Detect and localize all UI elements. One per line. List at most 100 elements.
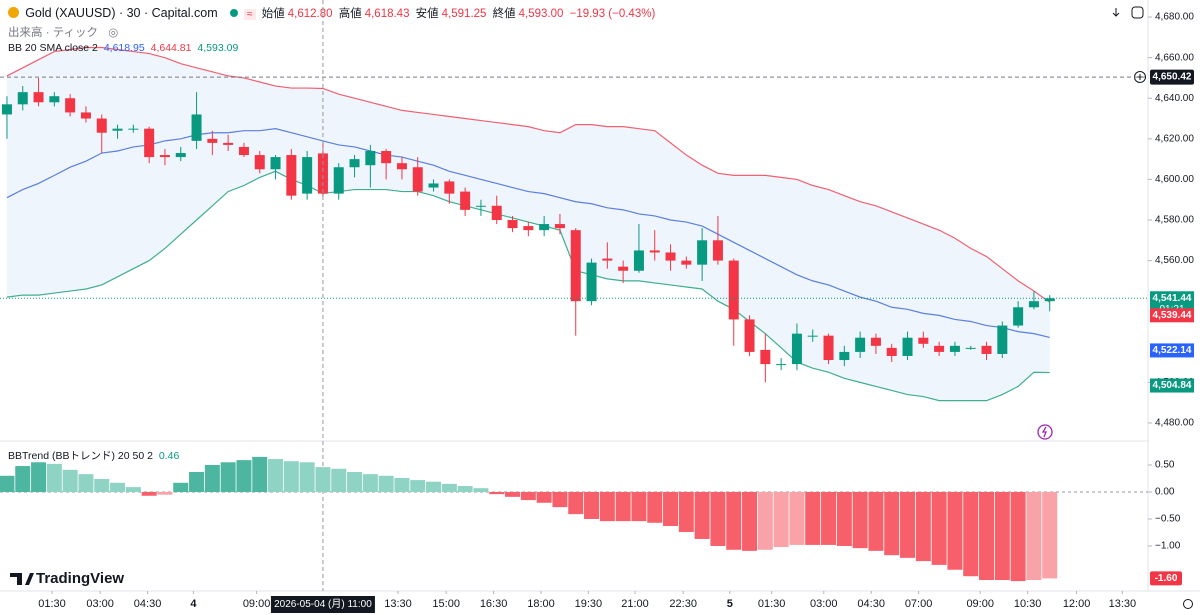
candle-body — [602, 258, 613, 261]
candle-body — [128, 128, 139, 130]
histogram-bar — [189, 471, 205, 492]
x-tick-label: 03:00 — [86, 598, 114, 610]
volume-line: 出来高 · ティック ◎ — [8, 24, 121, 40]
indicator-value: 0.46 — [158, 450, 180, 462]
histogram-bar — [204, 464, 220, 492]
candle-body — [1013, 307, 1024, 326]
x-tick-label: 04:30 — [857, 598, 885, 610]
histogram-bar — [505, 491, 521, 497]
histogram-bar — [931, 491, 947, 565]
open-label: 始値 — [261, 8, 285, 20]
y-tick-label: 4,620.00 — [1155, 133, 1194, 144]
histogram-bar — [473, 488, 489, 492]
candle-body — [460, 191, 471, 210]
candle-body — [934, 345, 945, 352]
settings-icon[interactable] — [1131, 6, 1144, 19]
y-tick-label: 4,660.00 — [1155, 52, 1194, 63]
down-arrow-icon[interactable] — [1112, 8, 1120, 17]
volume-label[interactable]: 出来高 · ティック — [8, 27, 99, 39]
histogram-bar — [252, 456, 268, 492]
histogram-bar — [663, 491, 679, 527]
histogram-bar — [15, 466, 31, 492]
x-tick-label: 16:30 — [480, 598, 508, 610]
crosshair-time-label: 2026-05-04 (月) 11:00 — [274, 598, 372, 610]
candle-body — [365, 150, 376, 166]
histogram-bar — [426, 481, 442, 492]
delayed-icon: ≈ — [244, 9, 256, 20]
histogram-bar — [900, 491, 916, 558]
symbol[interactable]: Gold (XAUUSD) · 30 · Capital.com — [25, 6, 218, 20]
bollinger-band-fill — [6, 47, 1050, 401]
candle-body — [191, 114, 202, 141]
candle-body — [681, 260, 692, 265]
bb-legend: BB 20 SMA close 2 4,618.95 4,644.81 4,59… — [8, 42, 241, 54]
histogram-bar — [46, 463, 62, 492]
indicator-legend: BBTrend (BBトレンド) 20 50 2 0.46 — [8, 448, 182, 463]
histogram-bar — [31, 462, 47, 492]
candle-body — [159, 155, 170, 158]
histogram-bar — [283, 461, 299, 492]
bb-name[interactable]: BB 20 SMA close 2 — [8, 42, 98, 54]
candle-body — [33, 92, 44, 103]
candle-body — [965, 347, 976, 349]
eye-icon[interactable]: ◎ — [108, 27, 119, 39]
histogram-bar — [347, 471, 363, 492]
histogram-bar — [1010, 491, 1026, 582]
price-label: 4,541.44 — [1153, 293, 1192, 304]
candle-body — [539, 224, 550, 231]
x-tick-label: 19:30 — [575, 598, 603, 610]
candle-body — [1044, 298, 1055, 302]
candle-body — [333, 167, 344, 194]
histogram-bar — [125, 487, 141, 492]
histogram-bar — [62, 469, 78, 492]
logo: TradingView — [10, 570, 124, 587]
x-tick-label: 04:30 — [134, 598, 162, 610]
histogram-bar — [441, 483, 457, 492]
candle-body — [381, 150, 392, 164]
histogram-bar — [584, 491, 600, 519]
histogram-bar — [157, 491, 173, 495]
price-label-box — [1150, 343, 1194, 358]
gear-icon[interactable] — [1183, 599, 1193, 609]
candle-body — [949, 345, 960, 352]
indicator-name[interactable]: BBTrend (BBトレンド) 20 50 2 — [8, 450, 153, 462]
candle-body — [270, 157, 281, 170]
y-tick-label: −1.00 — [1155, 541, 1181, 552]
candle-body — [728, 260, 739, 320]
histogram-bar — [78, 474, 94, 492]
candle-body — [412, 167, 423, 192]
histogram-bar — [852, 491, 868, 549]
bollinger-line — [6, 46, 1051, 303]
lightning-icon[interactable] — [1037, 424, 1053, 440]
header-line: Gold (XAUUSD) · 30 · Capital.com ≈ 始値 4,6… — [8, 5, 658, 21]
candle-body — [65, 98, 76, 113]
x-tick-label: 07:00 — [905, 598, 933, 610]
x-tick-label: 18:00 — [527, 598, 555, 610]
y-tick-label: 4,680.00 — [1155, 12, 1194, 23]
x-tick-label: 15:00 — [432, 598, 460, 610]
candle-body — [507, 220, 518, 229]
candle-body — [112, 128, 123, 131]
histogram-bar — [110, 482, 126, 492]
candle-body — [207, 138, 218, 143]
candle-body — [791, 333, 802, 365]
y-tick-label: 4,640.00 — [1155, 93, 1194, 104]
candle-body — [223, 142, 234, 145]
price-label: 4,522.14 — [1153, 345, 1192, 356]
histogram-bar — [141, 491, 157, 496]
change-value: −19.93 (−0.43%) — [569, 8, 656, 20]
value-label-box — [1150, 571, 1182, 586]
market-status — [229, 9, 238, 17]
histogram-bar — [868, 491, 884, 551]
y-tick-label: 4,580.00 — [1155, 215, 1194, 226]
histogram-bar — [378, 475, 394, 492]
candle-body — [1, 104, 12, 115]
candle-body — [554, 224, 565, 229]
price-label-box — [1150, 378, 1194, 393]
y-tick-label: 4,560.00 — [1155, 255, 1194, 266]
candle-body — [1028, 301, 1039, 308]
candle-body — [570, 230, 581, 302]
candle-body — [807, 335, 818, 337]
y-tick-label: −0.50 — [1155, 514, 1181, 525]
